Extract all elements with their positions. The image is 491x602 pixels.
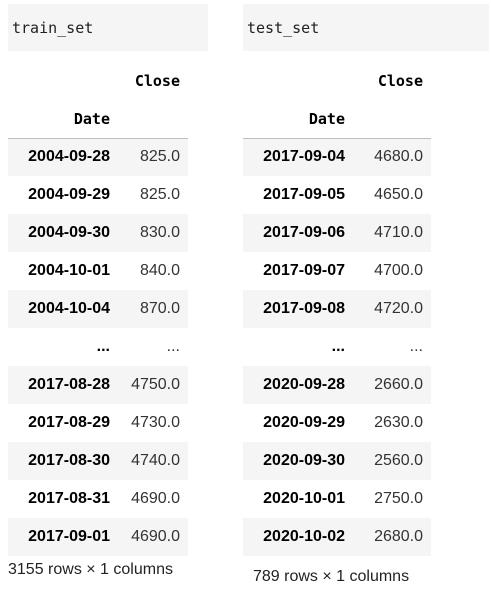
row-index: 2017-09-01 [28,528,110,545]
table-row: 2017-08-30 4740.0 [8,442,188,480]
row-index: 2004-09-28 [28,148,110,166]
row-index: 2004-10-04 [28,300,110,317]
row-index: 2004-10-01 [28,262,110,279]
dataframe-shape-footer: 3155 rows × 1 columns [8,561,173,578]
index-name-row: Date [243,100,431,138]
table-row: 2017-09-01 4690.0 [8,518,188,556]
ellipsis-value: ... [166,338,180,355]
cell-value: 2560.0 [374,452,423,469]
column-header-row: Close [243,62,431,100]
table-row: 2020-09-28 2660.0 [243,366,431,404]
row-index: 2017-08-31 [28,490,110,507]
table-row: 2017-09-07 4700.0 [243,252,431,290]
cell-value: 2680.0 [374,528,423,545]
row-index: 2017-09-04 [263,148,345,166]
row-index: 2020-09-30 [263,452,345,469]
index-name: Date [73,109,110,128]
ellipsis-index: ... [96,338,110,355]
row-index: 2004-09-30 [28,224,110,241]
cell-value: 4720.0 [374,300,423,317]
ellipsis-index: ... [331,338,345,355]
row-index: 2017-08-30 [28,452,110,469]
cell-value: 4700.0 [374,262,423,279]
table-row: 2020-09-29 2630.0 [243,404,431,442]
row-index: 2004-09-29 [28,186,110,203]
dataframe-shape-footer: 789 rows × 1 columns [253,568,410,585]
table-row: 2004-09-29 825.0 [8,176,188,214]
table-row: 2004-09-30 830.0 [8,214,188,252]
table-row: 2004-09-28 825.0 [8,138,188,176]
row-index: 2017-09-05 [263,186,345,203]
index-name: Date [308,109,345,128]
cell-value: 4680.0 [374,148,423,166]
cell-value: 4650.0 [374,186,423,203]
row-index: 2020-10-02 [263,528,345,545]
table-row: 2020-09-30 2560.0 [243,442,431,480]
table-row: 2004-10-04 870.0 [8,290,188,328]
table-row: 2017-09-05 4650.0 [243,176,431,214]
table-row: 2017-09-04 4680.0 [243,138,431,176]
table-row: 2017-08-28 4750.0 [8,366,188,404]
cell-value: 4750.0 [131,376,180,393]
cell-value: 4690.0 [131,528,180,545]
index-name-row: Date [8,100,188,138]
row-index: 2017-09-07 [263,262,345,279]
row-index: 2020-09-28 [263,376,345,393]
cell-value: 4690.0 [131,490,180,507]
cell-value: 2660.0 [374,376,423,393]
test-set-panel: test_set Close Date 2017-09-04 4680.0 20… [243,4,489,586]
cell-value: 825.0 [139,148,180,166]
cell-value: 840.0 [139,262,180,279]
table-row: 2004-10-01 840.0 [8,252,188,290]
cell-value: 4740.0 [131,452,180,469]
cell-value: 2630.0 [374,414,423,431]
cell-value: 4710.0 [374,224,423,241]
row-index: 2020-10-01 [263,490,345,507]
column-header-close: Close [377,72,423,90]
train-set-code-cell[interactable]: train_set [8,4,208,51]
cell-value: 4730.0 [131,414,180,431]
test-set-code-cell[interactable]: test_set [243,4,489,51]
code-text: test_set [247,18,320,37]
cell-value: 830.0 [139,224,180,241]
code-text: train_set [12,18,94,37]
column-header-row: Close [8,62,188,100]
ellipsis-row: ... ... [243,328,431,366]
column-header-close: Close [134,72,180,90]
ellipsis-value: ... [409,338,423,355]
train-set-dataframe: Close Date 2004-09-28 825.0 2004-09-29 8… [8,62,188,556]
test-set-dataframe: Close Date 2017-09-04 4680.0 2017-09-05 … [243,62,431,556]
row-index: 2017-08-28 [28,376,110,393]
table-row: 2020-10-02 2680.0 [243,518,431,556]
table-row: 2020-10-01 2750.0 [243,480,431,518]
table-row: 2017-08-31 4690.0 [8,480,188,518]
row-index: 2020-09-29 [263,414,345,431]
train-set-panel: train_set Close Date 2004-09-28 825.0 20… [8,4,208,579]
cell-value: 825.0 [139,186,180,203]
row-index: 2017-09-06 [263,224,345,241]
table-row: 2017-09-06 4710.0 [243,214,431,252]
row-index: 2017-08-29 [28,414,110,431]
row-index: 2017-09-08 [263,300,345,317]
cell-value: 2750.0 [374,490,423,507]
table-row: 2017-08-29 4730.0 [8,404,188,442]
ellipsis-row: ... ... [8,328,188,366]
cell-value: 870.0 [139,300,180,317]
table-row: 2017-09-08 4720.0 [243,290,431,328]
